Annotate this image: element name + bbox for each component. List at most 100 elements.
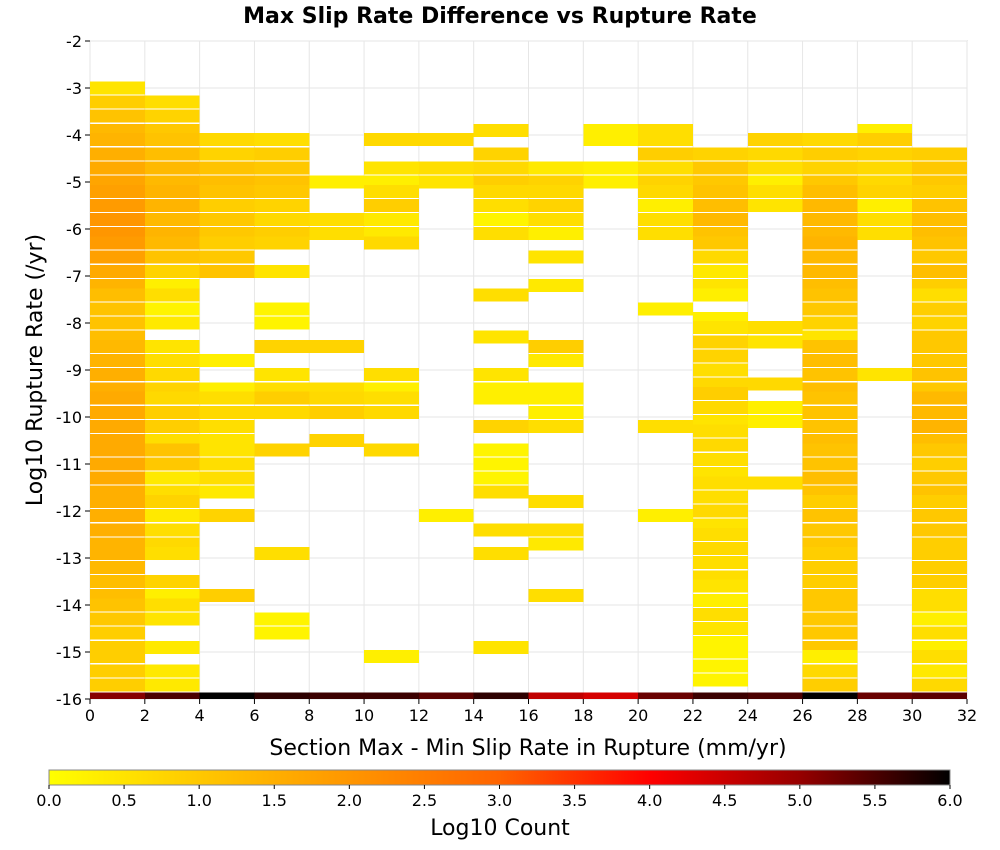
heatmap-cell bbox=[692, 528, 748, 541]
heatmap-cell bbox=[857, 368, 913, 382]
heatmap-cell bbox=[144, 147, 200, 161]
y-tick-label: -6 bbox=[66, 220, 82, 239]
heatmap-cell bbox=[199, 264, 255, 278]
heatmap-cell bbox=[528, 227, 584, 241]
heatmap-cell bbox=[692, 335, 748, 349]
heatmap-cell bbox=[802, 598, 858, 612]
heatmap-cell bbox=[802, 495, 858, 509]
heatmap-cell bbox=[309, 340, 365, 353]
y-tick-label: -2 bbox=[66, 32, 82, 51]
heatmap-cell bbox=[90, 471, 145, 485]
heatmap-cell bbox=[692, 213, 748, 227]
heatmap-cell bbox=[692, 607, 748, 621]
x-tick-label: 22 bbox=[683, 706, 703, 725]
heatmap-cell bbox=[912, 250, 967, 264]
heatmap-cell bbox=[90, 546, 145, 560]
y-tick-label: -3 bbox=[66, 79, 82, 98]
heatmap-cell bbox=[802, 692, 858, 699]
heatmap-cell bbox=[254, 184, 310, 198]
heatmap-cell bbox=[90, 264, 145, 278]
heatmap-cell bbox=[90, 95, 145, 109]
heatmap-cell bbox=[473, 213, 529, 227]
heatmap-cell bbox=[528, 250, 584, 264]
heatmap-cell bbox=[199, 133, 255, 147]
heatmap-cell bbox=[144, 546, 200, 560]
heatmap-cell bbox=[802, 523, 858, 537]
heatmap-cell bbox=[802, 316, 858, 330]
heatmap-cell bbox=[473, 471, 529, 485]
y-tick-label: -14 bbox=[56, 596, 82, 615]
heatmap-cell bbox=[692, 692, 748, 699]
heatmap-cell bbox=[144, 302, 200, 316]
heatmap-cell bbox=[473, 523, 529, 537]
heatmap-cell bbox=[144, 509, 200, 523]
heatmap-cell bbox=[144, 109, 200, 123]
x-tick-label: 12 bbox=[409, 706, 429, 725]
heatmap-cell bbox=[528, 278, 584, 292]
heatmap-cell bbox=[857, 147, 913, 161]
heatmap-cell bbox=[912, 598, 967, 612]
heatmap-cell bbox=[473, 147, 529, 161]
heatmap-cell bbox=[692, 579, 748, 593]
heatmap-cell bbox=[144, 95, 200, 109]
heatmap-cell bbox=[802, 184, 858, 198]
heatmap-cell bbox=[528, 523, 584, 537]
heatmap-cell bbox=[747, 377, 803, 391]
heatmap-cell bbox=[912, 692, 967, 699]
heatmap-cell bbox=[90, 340, 145, 353]
colorbar-tick-label: 2.5 bbox=[412, 791, 437, 810]
heatmap-cell bbox=[528, 537, 584, 551]
heatmap-cell bbox=[638, 147, 693, 161]
chart-title: Max Slip Rate Difference vs Rupture Rate bbox=[243, 4, 757, 29]
heatmap-cell bbox=[144, 523, 200, 537]
heatmap-cell bbox=[802, 213, 858, 227]
colorbar-tick-label: 4.0 bbox=[637, 791, 662, 810]
x-tick-label: 30 bbox=[902, 706, 922, 725]
heatmap-cell bbox=[144, 236, 200, 250]
heatmap-cell bbox=[692, 349, 748, 363]
colorbar-tick-label: 0.5 bbox=[111, 791, 136, 810]
heatmap-cell bbox=[692, 401, 748, 415]
heatmap-cell bbox=[528, 340, 584, 353]
heatmap-cell bbox=[90, 288, 145, 302]
heatmap-cell bbox=[144, 471, 200, 485]
heatmap-cell bbox=[638, 509, 693, 523]
heatmap-cell bbox=[144, 664, 200, 678]
heatmap-cell bbox=[802, 664, 858, 678]
heatmap-cell bbox=[912, 405, 967, 419]
heatmap-cell bbox=[309, 213, 365, 227]
y-tick-label: -7 bbox=[66, 267, 82, 286]
heatmap-cell bbox=[692, 161, 748, 175]
heatmap-cell bbox=[254, 405, 310, 419]
heatmap-cell bbox=[912, 147, 967, 161]
heatmap-cell bbox=[912, 650, 967, 664]
heatmap-cell bbox=[144, 598, 200, 612]
x-tick-label: 18 bbox=[573, 706, 593, 725]
heatmap-cell bbox=[692, 673, 748, 687]
heatmap-cell bbox=[90, 199, 145, 212]
heatmap-cell bbox=[912, 236, 967, 250]
heatmap-cell bbox=[692, 438, 748, 452]
heatmap-cell bbox=[802, 575, 858, 588]
x-tick-label: 24 bbox=[738, 706, 758, 725]
heatmap-cell bbox=[638, 227, 693, 241]
heatmap-cell bbox=[692, 184, 748, 198]
heatmap-cell bbox=[912, 161, 967, 175]
heatmap-cell bbox=[309, 692, 365, 699]
heatmap-cell bbox=[199, 213, 255, 227]
heatmap-cell bbox=[802, 626, 858, 640]
y-tick-label: -4 bbox=[66, 126, 82, 145]
heatmap-cell bbox=[912, 443, 967, 457]
heatmap-cell bbox=[144, 640, 200, 654]
x-axis-label: Section Max - Min Slip Rate in Rupture (… bbox=[269, 736, 786, 761]
heatmap-cell bbox=[802, 368, 858, 382]
heatmap-cell bbox=[473, 199, 529, 212]
heatmap-cell bbox=[418, 133, 474, 147]
heatmap-cell bbox=[912, 612, 967, 626]
heatmap-cell bbox=[254, 626, 310, 640]
heatmap-cell bbox=[802, 678, 858, 692]
heatmap-cell bbox=[199, 405, 255, 419]
heatmap-cell bbox=[144, 250, 200, 264]
heatmap-cell bbox=[144, 495, 200, 509]
heatmap-cell bbox=[802, 147, 858, 161]
